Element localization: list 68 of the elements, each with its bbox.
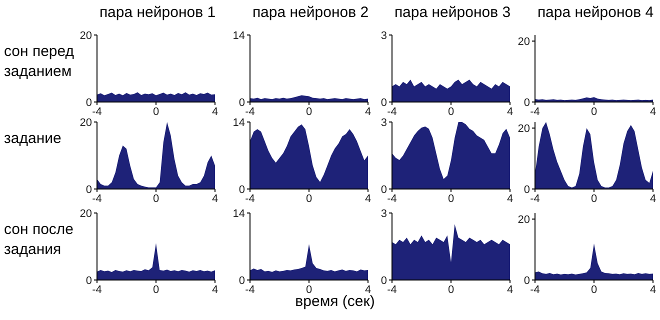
y-tick-label: 0 xyxy=(86,96,92,109)
y-axis-title: сон перед заданием xyxy=(4,42,76,82)
x-tick-label: 4 xyxy=(364,284,372,296)
x-tick-label: 0 xyxy=(590,284,598,296)
x-tick-label: -4 xyxy=(387,106,397,118)
y-axis-title: задание xyxy=(4,129,62,149)
y-tick-label: 14 xyxy=(232,30,245,42)
x-tick-label: 4 xyxy=(650,106,656,118)
y-tick-label: 0 xyxy=(238,96,245,109)
x-tick-label: -4 xyxy=(530,284,540,296)
y-tick-label: 0 xyxy=(380,184,387,196)
chart-title: пара нейронов 1 xyxy=(98,4,217,21)
x-tick-label: 0 xyxy=(306,284,312,296)
x-tick-label: 0 xyxy=(448,284,454,296)
y-tick-label: 20 xyxy=(80,116,92,129)
y-tick-label: 0 xyxy=(380,96,387,109)
y-tick-label: 0 xyxy=(524,274,530,287)
y-axis-title: сон после задания xyxy=(4,220,75,260)
x-tick-label: 4 xyxy=(364,192,372,205)
y-tick-label: 0 xyxy=(524,96,530,109)
y-tick-label: 20 xyxy=(518,36,530,48)
x-tick-label: 0 xyxy=(590,192,598,205)
x-tick-label: 0 xyxy=(152,106,160,118)
y-tick-label: 20 xyxy=(80,30,92,42)
y-tick-label: 0 xyxy=(524,184,530,196)
x-tick-label: 0 xyxy=(152,192,160,205)
x-tick-label: -4 xyxy=(530,192,540,205)
y-tick-label: 20 xyxy=(518,122,530,135)
y-tick-label: 20 xyxy=(518,214,530,226)
y-tick-label: 0 xyxy=(380,274,387,287)
x-tick-label: 4 xyxy=(506,106,514,118)
x-tick-label: 0 xyxy=(152,284,160,296)
x-tick-label: 4 xyxy=(364,106,372,118)
y-tick-label: 0 xyxy=(86,184,92,196)
x-tick-label: -4 xyxy=(92,284,102,296)
x-tick-label: 0 xyxy=(448,106,454,118)
x-tick-label: 4 xyxy=(650,192,656,205)
x-tick-label: -4 xyxy=(245,284,255,296)
x-tick-label: -4 xyxy=(92,192,102,205)
y-tick-label: 20 xyxy=(80,208,92,220)
x-tick-label: 4 xyxy=(212,192,218,205)
x-tick-label: 0 xyxy=(306,106,312,118)
y-tick-label: 3 xyxy=(380,116,387,129)
x-tick-label: 4 xyxy=(506,284,514,296)
y-tick-label: 0 xyxy=(238,274,245,287)
x-tick-label: -4 xyxy=(92,106,102,118)
y-tick-label: 0 xyxy=(238,184,245,196)
x-tick-label: -4 xyxy=(245,106,255,118)
x-tick-label: 4 xyxy=(212,284,218,296)
x-tick-label: -4 xyxy=(387,284,397,296)
y-tick-label: 0 xyxy=(86,274,92,287)
x-tick-label: 0 xyxy=(306,192,312,205)
y-tick-label: 3 xyxy=(380,30,387,42)
x-tick-label: 0 xyxy=(448,192,454,205)
x-tick-label: -4 xyxy=(245,192,255,205)
chart-title: пара нейронов 4 xyxy=(536,4,655,21)
x-tick-label: -4 xyxy=(530,106,540,118)
chart-title: пара нейронов 2 xyxy=(251,4,370,21)
x-tick-label: 0 xyxy=(590,106,598,118)
x-axis-title: время (сек) xyxy=(295,293,375,310)
y-tick-label: 14 xyxy=(232,116,245,129)
x-tick-label: 4 xyxy=(650,284,656,296)
chart-title: пара нейронов 3 xyxy=(393,4,512,21)
x-tick-label: -4 xyxy=(387,192,397,205)
y-tick-label: 14 xyxy=(232,208,245,220)
x-tick-label: 4 xyxy=(506,192,514,205)
y-tick-label: 3 xyxy=(380,208,387,220)
x-tick-label: 4 xyxy=(212,106,218,118)
